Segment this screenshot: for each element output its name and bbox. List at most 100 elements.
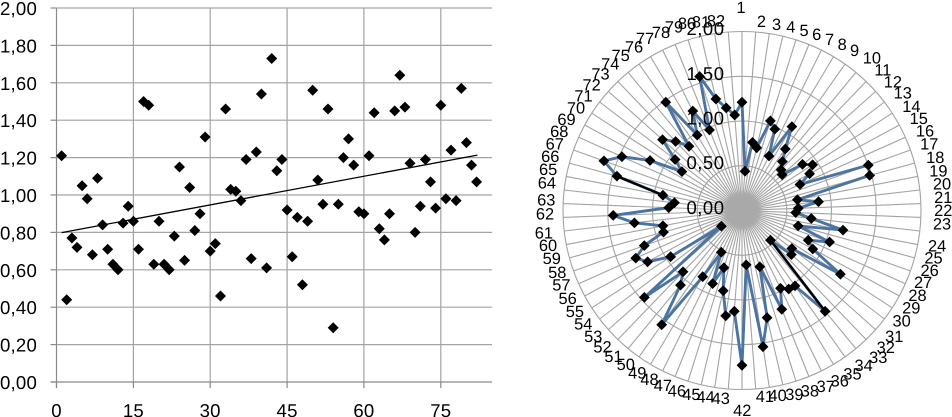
svg-text:78: 78 <box>652 24 670 42</box>
svg-text:48: 48 <box>640 371 658 389</box>
svg-text:53: 53 <box>584 328 602 346</box>
svg-text:19: 19 <box>929 162 947 180</box>
svg-text:14: 14 <box>902 98 920 116</box>
svg-text:10: 10 <box>863 49 881 67</box>
svg-text:29: 29 <box>902 299 920 317</box>
svg-text:0,80: 0,80 <box>0 222 37 243</box>
svg-text:1,60: 1,60 <box>0 73 37 94</box>
svg-text:61: 61 <box>535 225 553 243</box>
svg-text:42: 42 <box>733 402 751 417</box>
svg-text:37: 37 <box>817 378 835 396</box>
svg-text:0,00: 0,00 <box>0 372 37 393</box>
svg-text:1: 1 <box>736 0 745 17</box>
svg-text:45: 45 <box>277 400 298 417</box>
svg-text:36: 36 <box>831 372 849 390</box>
svg-text:77: 77 <box>636 30 654 48</box>
svg-text:39: 39 <box>785 386 803 404</box>
svg-text:80: 80 <box>678 15 696 33</box>
svg-text:66: 66 <box>541 148 559 166</box>
svg-text:34: 34 <box>854 357 872 375</box>
svg-text:2,00: 2,00 <box>686 18 724 39</box>
svg-text:43: 43 <box>712 390 730 408</box>
svg-text:0: 0 <box>51 400 62 417</box>
svg-text:74: 74 <box>601 56 619 74</box>
svg-text:30: 30 <box>200 400 221 417</box>
svg-text:63: 63 <box>537 192 555 210</box>
svg-text:56: 56 <box>558 290 576 308</box>
svg-text:73: 73 <box>591 66 609 84</box>
svg-text:15: 15 <box>910 110 928 128</box>
svg-text:2,00: 2,00 <box>0 0 37 19</box>
svg-text:60: 60 <box>353 400 374 417</box>
svg-text:1,20: 1,20 <box>0 148 37 169</box>
svg-text:82: 82 <box>707 12 725 30</box>
svg-text:75: 75 <box>611 47 629 65</box>
svg-text:9: 9 <box>850 42 859 60</box>
svg-text:41: 41 <box>756 388 774 406</box>
svg-text:0,00: 0,00 <box>686 197 724 218</box>
svg-text:0,20: 0,20 <box>0 335 37 356</box>
svg-text:69: 69 <box>557 111 575 129</box>
svg-text:3: 3 <box>772 16 781 34</box>
svg-text:45: 45 <box>682 386 700 404</box>
svg-text:0,40: 0,40 <box>0 297 37 318</box>
svg-text:58: 58 <box>548 264 566 282</box>
svg-text:68: 68 <box>550 123 568 141</box>
svg-text:30: 30 <box>892 313 910 331</box>
svg-text:75: 75 <box>430 400 451 417</box>
svg-text:1,80: 1,80 <box>0 35 37 56</box>
svg-text:27: 27 <box>914 274 932 292</box>
svg-text:31: 31 <box>885 328 903 346</box>
svg-text:67: 67 <box>546 136 564 154</box>
svg-text:21: 21 <box>934 189 952 207</box>
svg-text:54: 54 <box>574 315 592 333</box>
svg-text:57: 57 <box>552 277 570 295</box>
svg-text:24: 24 <box>928 238 946 256</box>
svg-text:16: 16 <box>916 122 934 140</box>
svg-text:59: 59 <box>543 250 561 268</box>
svg-text:50: 50 <box>617 356 635 374</box>
svg-text:26: 26 <box>920 262 938 280</box>
svg-text:72: 72 <box>582 76 600 94</box>
svg-text:64: 64 <box>538 175 556 193</box>
svg-text:79: 79 <box>665 18 683 36</box>
svg-text:4: 4 <box>786 19 795 37</box>
svg-text:65: 65 <box>539 161 557 179</box>
svg-text:47: 47 <box>654 377 672 395</box>
svg-text:6: 6 <box>812 26 821 44</box>
svg-text:38: 38 <box>801 383 819 401</box>
svg-text:1,00: 1,00 <box>0 185 37 206</box>
svg-text:23: 23 <box>933 216 951 234</box>
svg-text:51: 51 <box>604 348 622 366</box>
svg-text:40: 40 <box>768 387 786 405</box>
svg-text:0,50: 0,50 <box>686 152 724 173</box>
svg-text:17: 17 <box>920 135 938 153</box>
svg-text:15: 15 <box>123 400 144 417</box>
svg-text:52: 52 <box>593 339 611 357</box>
svg-text:46: 46 <box>668 383 686 401</box>
svg-text:7: 7 <box>825 31 834 49</box>
svg-text:28: 28 <box>908 287 926 305</box>
svg-text:2: 2 <box>757 13 766 31</box>
svg-text:20: 20 <box>933 176 951 194</box>
svg-text:12: 12 <box>884 73 902 91</box>
svg-text:25: 25 <box>924 249 942 267</box>
svg-text:49: 49 <box>628 365 646 383</box>
svg-text:71: 71 <box>574 88 592 106</box>
svg-text:1,40: 1,40 <box>0 110 37 131</box>
svg-text:35: 35 <box>843 365 861 383</box>
svg-text:13: 13 <box>894 85 912 103</box>
svg-text:22: 22 <box>934 202 952 220</box>
svg-text:11: 11 <box>874 62 891 80</box>
svg-text:76: 76 <box>625 38 643 56</box>
svg-text:44: 44 <box>696 388 714 406</box>
svg-text:62: 62 <box>536 206 554 224</box>
svg-text:0,60: 0,60 <box>0 260 37 281</box>
svg-text:33: 33 <box>869 349 887 367</box>
svg-text:1,50: 1,50 <box>686 63 724 84</box>
svg-text:70: 70 <box>567 100 585 118</box>
svg-text:1,00: 1,00 <box>686 108 724 129</box>
svg-text:60: 60 <box>539 237 557 255</box>
svg-text:18: 18 <box>926 149 944 167</box>
svg-text:5: 5 <box>799 22 808 40</box>
